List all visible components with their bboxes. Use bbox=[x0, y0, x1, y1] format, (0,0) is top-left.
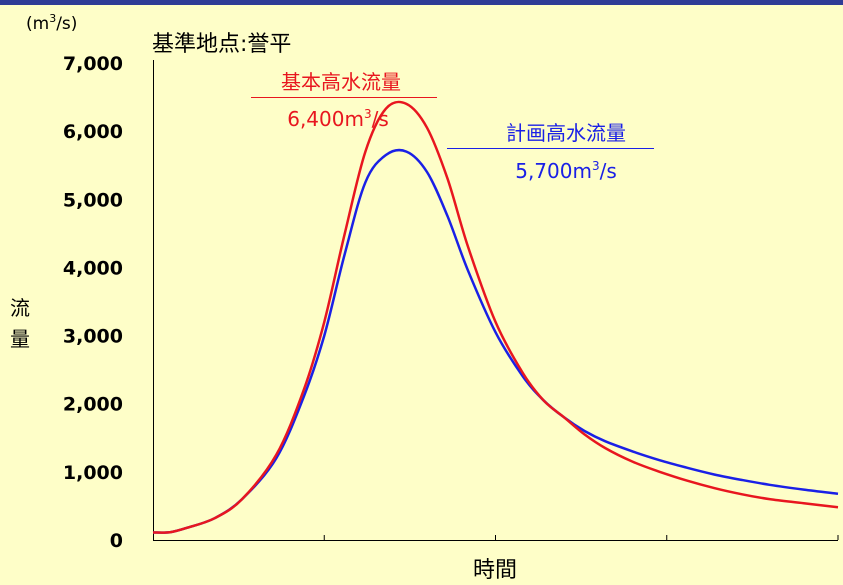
y-tick-labels: 0 1,000 2,000 3,000 4,000 5,000 6,000 7,000 bbox=[63, 53, 123, 552]
y-tick-label: 4,000 bbox=[63, 257, 123, 279]
annotation-basic-value: 6,400m3/s bbox=[287, 107, 389, 131]
x-axis-label: 時間 bbox=[473, 558, 517, 583]
series-line-basic bbox=[152, 100, 839, 534]
y-tick-label: 6,000 bbox=[63, 121, 123, 143]
y-axis-label-char-2: 量 bbox=[10, 327, 30, 351]
top-bar bbox=[0, 0, 843, 5]
series-line-plan bbox=[152, 148, 839, 534]
x-ticks bbox=[323, 535, 839, 540]
y-tick-label: 1,000 bbox=[63, 462, 123, 484]
y-tick-label: 0 bbox=[110, 530, 123, 552]
y-tick-label: 3,000 bbox=[63, 326, 123, 348]
annotation-basic: 基本高水流量 6,400m3/s bbox=[251, 70, 437, 131]
y-tick-label: 7,000 bbox=[63, 53, 123, 75]
annotation-plan: 計画高水流量 5,700m3/s bbox=[447, 121, 654, 183]
chart-title: 基準地点:誉平 bbox=[152, 32, 291, 57]
annotation-basic-name: 基本高水流量 bbox=[281, 70, 401, 94]
y-unit-label: (m3/s) bbox=[26, 12, 77, 34]
series-layer bbox=[152, 100, 839, 534]
y-tick-label: 2,000 bbox=[63, 394, 123, 416]
axes bbox=[153, 60, 838, 541]
annotation-plan-name: 計画高水流量 bbox=[506, 121, 626, 145]
y-tick-label: 5,000 bbox=[63, 189, 123, 211]
annotation-plan-value: 5,700m3/s bbox=[515, 159, 617, 183]
y-axis-label-char-1: 流 bbox=[10, 296, 30, 320]
